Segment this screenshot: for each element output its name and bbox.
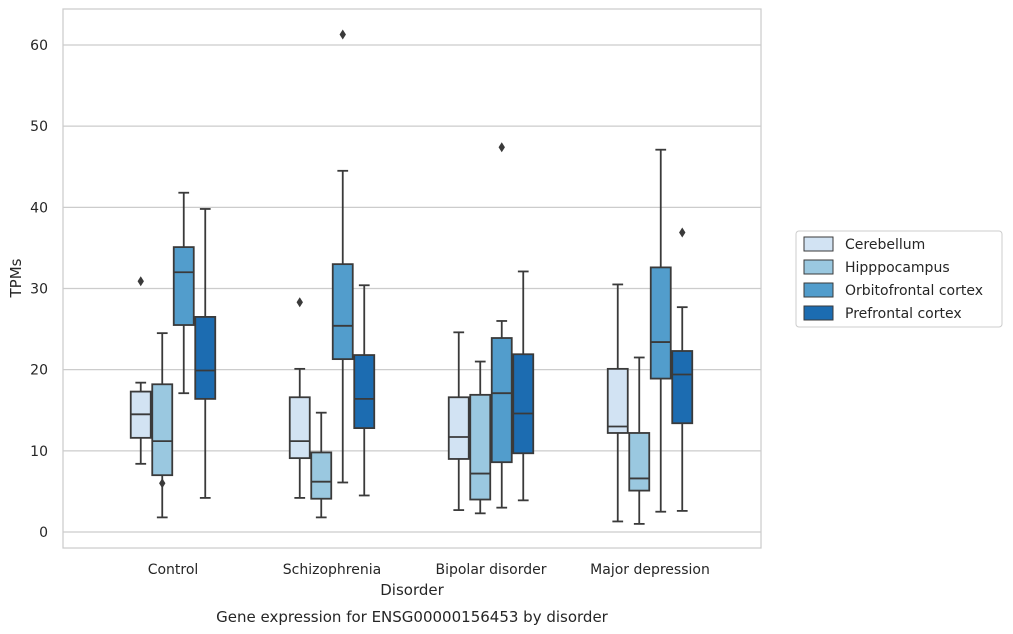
box (353, 354, 376, 430)
box-group (469, 360, 492, 515)
box-group (490, 142, 513, 509)
box (310, 451, 333, 500)
box (649, 266, 672, 380)
y-tick-label: 0 (39, 525, 48, 541)
outlier-point (159, 478, 166, 489)
box (288, 396, 311, 460)
box-group (172, 191, 195, 395)
y-tick-label: 10 (30, 444, 48, 460)
plot-frame (62, 8, 762, 549)
box (151, 383, 174, 477)
legend-swatch (803, 236, 834, 252)
box (469, 393, 492, 501)
x-tick-label: Bipolar disorder (435, 562, 546, 578)
box (671, 350, 694, 425)
y-tick-labels: 0 10 20 30 40 50 60 (30, 38, 48, 541)
box (172, 246, 195, 326)
y-tick-label: 60 (30, 38, 48, 54)
box-group (310, 411, 333, 519)
legend-swatch (803, 282, 834, 298)
y-tick-label: 50 (30, 119, 48, 135)
box (628, 432, 651, 492)
outlier-point (679, 227, 686, 238)
outlier-point (137, 276, 144, 287)
x-tick-label: Major depression (590, 562, 710, 578)
x-axis-label: Disorder (380, 581, 444, 599)
legend-label: Prefrontal cortex (845, 306, 962, 322)
box (447, 396, 470, 460)
legend-label: Hipppocampus (845, 260, 950, 276)
x-tick-label: Schizophrenia (283, 562, 381, 578)
box (194, 316, 217, 400)
y-tick-label: 40 (30, 200, 48, 216)
outlier-point (498, 142, 505, 153)
x-tick-label: Control (148, 562, 199, 578)
box-group (129, 276, 152, 465)
y-axis-label: TPMs (7, 258, 25, 298)
legend-swatch (803, 259, 834, 275)
boxes-layer (129, 29, 694, 525)
y-tick-label: 20 (30, 363, 48, 379)
box-group (628, 356, 651, 525)
box (331, 263, 354, 361)
box-group (194, 208, 217, 499)
y-tick-label: 30 (30, 282, 48, 298)
box-group (649, 148, 672, 513)
chart-caption: Gene expression for ENSG00000156453 by d… (216, 608, 609, 626)
x-tick-labels: Control Schizophrenia Bipolar disorder Majo… (148, 562, 710, 578)
legend-label: Orbitofrontal cortex (845, 283, 983, 299)
box-group (288, 297, 311, 499)
legend-frame (795, 230, 1003, 328)
box-group (353, 284, 376, 497)
legend: Cerebellum Hipppocampus Orbitofrontal cort… (795, 230, 1003, 328)
box-group (331, 29, 354, 484)
box (606, 367, 629, 434)
box-group (151, 332, 174, 519)
outlier-point (296, 297, 303, 308)
box-group (671, 227, 694, 512)
box-group (606, 283, 629, 523)
box-group (512, 270, 535, 502)
outlier-point (339, 29, 346, 40)
box (512, 353, 535, 455)
box-group (447, 331, 470, 511)
box (490, 337, 513, 464)
legend-swatch (803, 305, 834, 321)
legend-label: Cerebellum (845, 237, 925, 253)
